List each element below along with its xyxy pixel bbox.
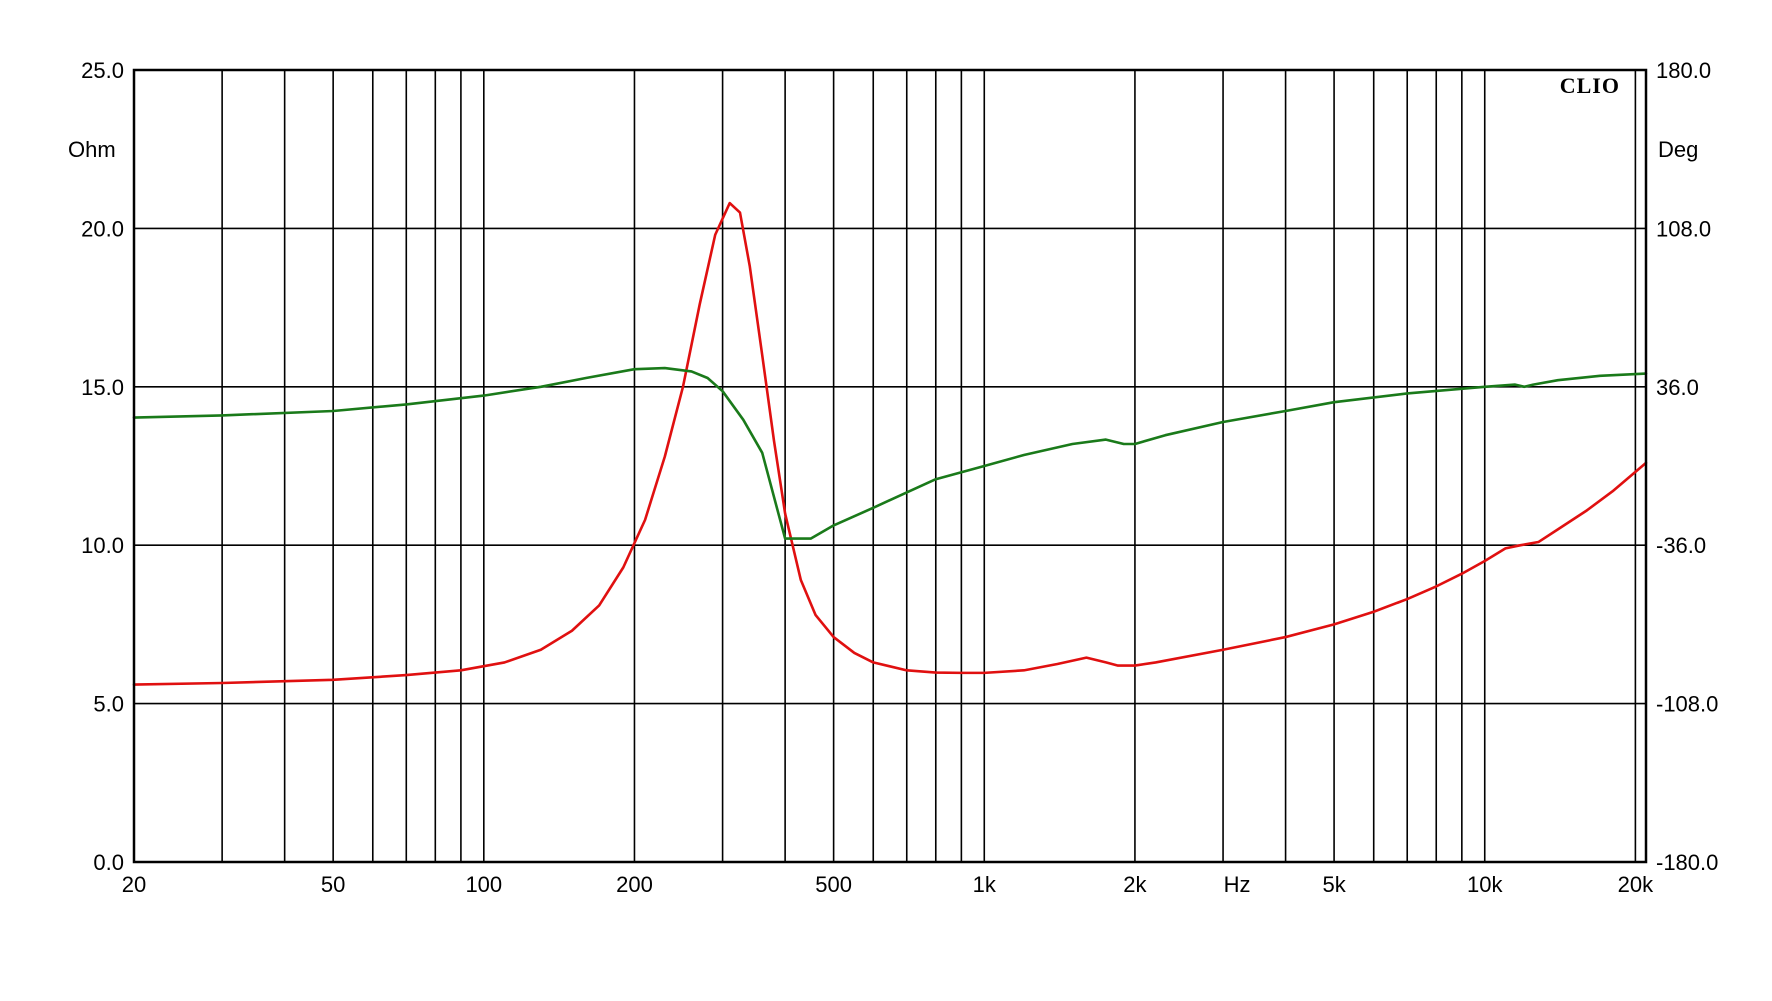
x-tick-label: 200 xyxy=(616,872,653,897)
x-tick-label: 20 xyxy=(122,872,146,897)
y-right-tick-label: 36.0 xyxy=(1656,375,1699,400)
x-tick-label: 2k xyxy=(1123,872,1147,897)
y-left-tick-label: 25.0 xyxy=(81,58,124,83)
x-tick-label: 20k xyxy=(1618,872,1654,897)
x-tick-label: 500 xyxy=(815,872,852,897)
x-axis-labels: 20 50 100 200 500 1k 2k 5k 10k 20k xyxy=(122,872,1654,897)
y-left-tick-label: 15.0 xyxy=(81,375,124,400)
x-tick-label: 5k xyxy=(1322,872,1346,897)
series-layer xyxy=(132,201,1648,686)
y-left-tick-label: 10.0 xyxy=(81,533,124,558)
left-axis-labels: 0.0 5.0 10.0 15.0 20.0 25.0 xyxy=(81,58,124,875)
x-tick-label: 1k xyxy=(973,872,997,897)
y-right-tick-label: 108.0 xyxy=(1656,216,1711,241)
x-tick-label: 10k xyxy=(1467,872,1503,897)
y-right-tick-label: 180.0 xyxy=(1656,58,1711,83)
impedance-series-line xyxy=(132,201,1648,686)
brand-logo-text: CLIO xyxy=(1560,73,1620,98)
left-axis-unit-label: Ohm xyxy=(68,137,116,162)
y-right-tick-label: -180.0 xyxy=(1656,850,1718,875)
y-left-tick-label: 20.0 xyxy=(81,216,124,241)
y-right-tick-label: -108.0 xyxy=(1656,692,1718,717)
right-axis-labels: -180.0 -108.0 -36.0 36.0 108.0 180.0 xyxy=(1656,58,1718,875)
y-left-tick-label: 0.0 xyxy=(93,850,124,875)
x-axis-unit-label: Hz xyxy=(1224,872,1251,897)
plot-frame xyxy=(132,68,1648,864)
y-left-tick-label: 5.0 xyxy=(93,692,124,717)
right-axis-unit-label: Deg xyxy=(1658,137,1698,162)
x-tick-label: 100 xyxy=(465,872,502,897)
x-tick-label: 50 xyxy=(321,872,345,897)
y-right-tick-label: -36.0 xyxy=(1656,533,1706,558)
phase-series-line xyxy=(132,366,1648,540)
